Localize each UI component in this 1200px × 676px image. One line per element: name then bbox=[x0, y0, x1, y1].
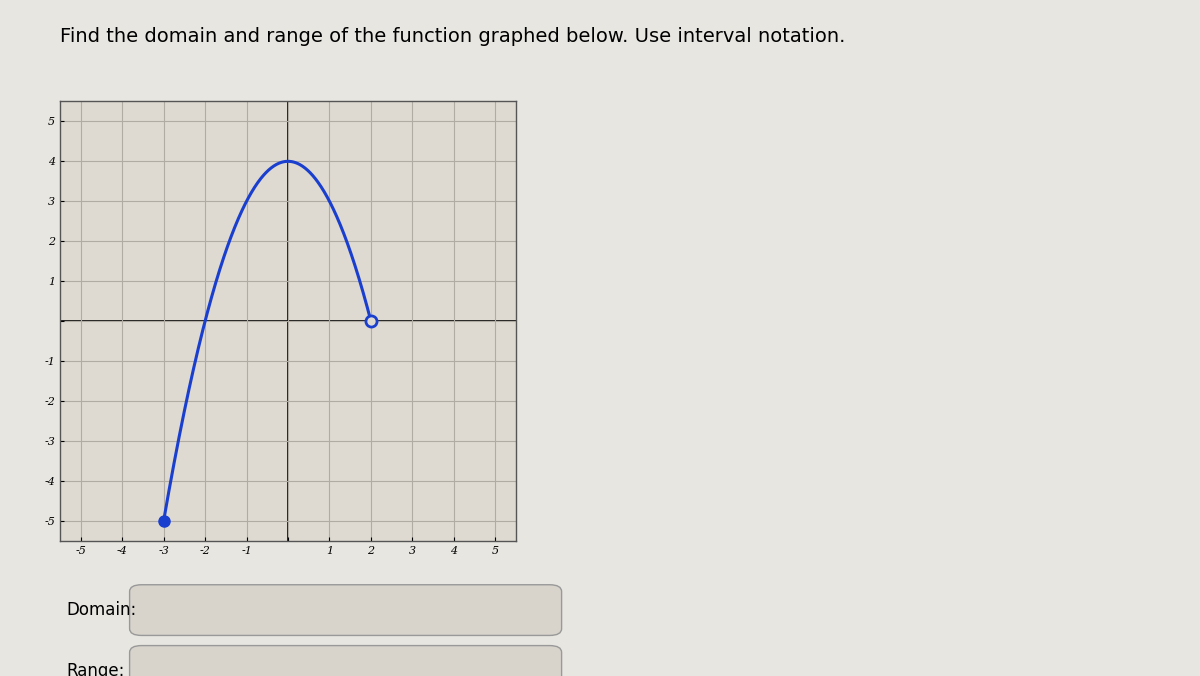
Text: Range:: Range: bbox=[66, 662, 125, 676]
Text: Domain:: Domain: bbox=[66, 601, 137, 619]
Text: Find the domain and range of the function graphed below. Use interval notation.: Find the domain and range of the functio… bbox=[60, 27, 845, 46]
